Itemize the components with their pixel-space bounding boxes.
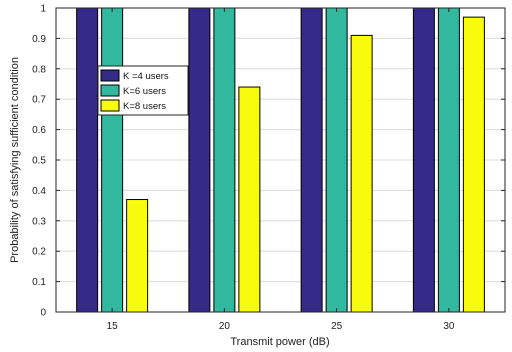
- y-axis-ticks: 0 0.1 0.2 0.3 0.4 0.5 0.6 0.7 0.8 0.9 1: [32, 4, 505, 319]
- x-tick-label: 25: [331, 321, 343, 332]
- legend-swatch: [100, 99, 120, 112]
- y-tick-label: 0.4: [32, 186, 46, 197]
- bar: [325, 7, 348, 313]
- bar: [238, 86, 261, 313]
- x-axis-title: Transmit power (dB): [230, 336, 329, 348]
- bar: [350, 34, 373, 313]
- x-tick-label: 30: [443, 321, 455, 332]
- bar: [76, 7, 99, 313]
- bar: [462, 16, 485, 313]
- legend-swatch: [100, 69, 120, 82]
- y-axis-title: Probability of satisfying sufficient con…: [9, 57, 21, 263]
- y-tick-label: 0.6: [32, 125, 46, 136]
- y-tick-label: 0.7: [32, 95, 46, 106]
- y-tick-label: 0.5: [32, 156, 46, 167]
- bar: [188, 7, 211, 313]
- legend-swatch: [100, 84, 120, 97]
- x-axis-ticks: 15 20 25 30: [107, 8, 455, 332]
- bar: [101, 7, 124, 313]
- y-tick-label: 0.8: [32, 64, 46, 75]
- bar: [412, 7, 435, 313]
- y-tick-label: 0.3: [32, 216, 46, 227]
- x-tick-label: 20: [219, 321, 231, 332]
- legend: K =4 users K=6 users K=8 users: [97, 65, 189, 116]
- legend-label: K=6 users: [123, 86, 166, 97]
- legend-label: K=8 users: [123, 101, 166, 112]
- bar: [437, 7, 460, 313]
- legend-label: K =4 users: [123, 71, 169, 82]
- y-tick-label: 0.2: [32, 247, 46, 258]
- y-tick-label: 0.9: [32, 34, 46, 45]
- bar: [213, 7, 236, 313]
- y-tick-label: 0: [40, 308, 46, 319]
- bar: [300, 7, 323, 313]
- y-tick-label: 1: [40, 4, 46, 15]
- x-tick-label: 15: [107, 321, 119, 332]
- y-tick-label: 0.1: [32, 277, 46, 288]
- bar: [126, 199, 149, 313]
